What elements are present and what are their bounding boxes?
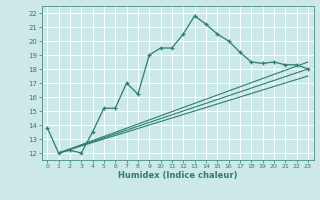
X-axis label: Humidex (Indice chaleur): Humidex (Indice chaleur) [118,171,237,180]
